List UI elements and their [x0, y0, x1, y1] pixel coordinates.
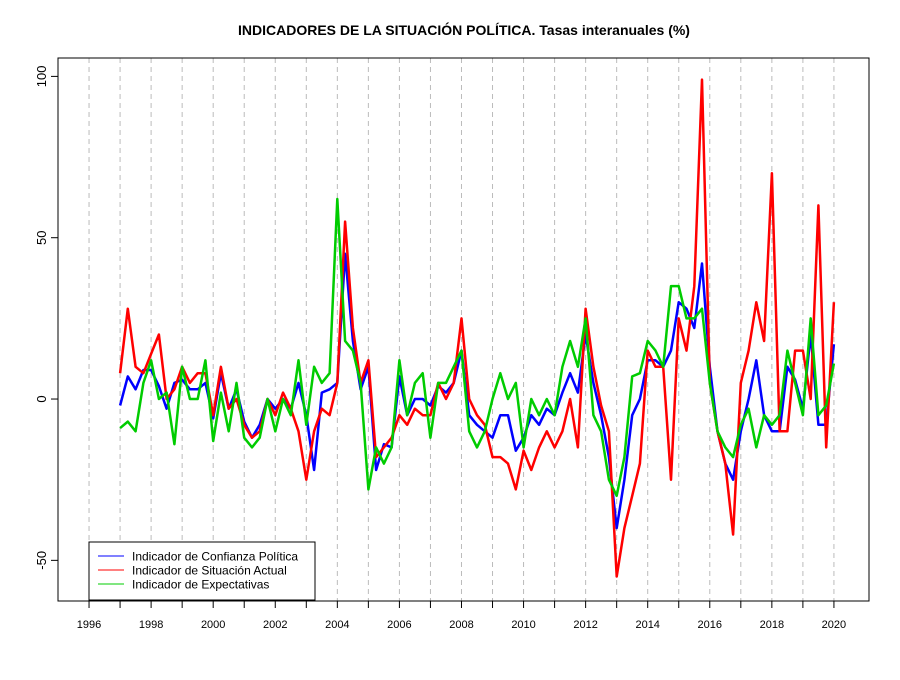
- legend-box: [88, 541, 316, 601]
- legend-label: Indicador de Situación Actual: [132, 564, 287, 578]
- x-tick-label: 2010: [511, 619, 535, 631]
- series-lines: [118, 78, 836, 578]
- x-tick-label: 2012: [573, 619, 597, 631]
- y-tick-label: -50: [34, 551, 49, 570]
- x-tick-label: 2002: [263, 619, 287, 631]
- chart-title: INDICADORES DE LA SITUACIÓN POLÍTICA. Ta…: [238, 21, 690, 38]
- series-line-2: [118, 78, 836, 578]
- x-tick-label: 2020: [822, 619, 846, 631]
- x-tick-label: 2016: [698, 619, 722, 631]
- x-tick-label: 1998: [139, 619, 163, 631]
- x-tick-label: 2008: [449, 619, 473, 631]
- legend: Indicador de Confianza PolíticaIndicador…: [88, 541, 316, 601]
- x-tick-label: 2014: [635, 619, 659, 631]
- x-tick-label: 2018: [760, 619, 784, 631]
- x-tick-label: 1996: [77, 619, 101, 631]
- y-tick-label: 100: [34, 66, 49, 88]
- axes: 1996 1998 2000 2002 2004 2006 2008 2010 2012 2014…: [34, 66, 846, 631]
- legend-label: Indicador de Confianza Política: [132, 550, 298, 564]
- legend-label: Indicador de Expectativas: [132, 578, 269, 592]
- series-line-3: [119, 197, 836, 498]
- y-tick-label: 50: [34, 230, 49, 244]
- x-tick-label: 2006: [387, 619, 411, 631]
- x-tick-label: 2000: [201, 619, 225, 631]
- x-tick-label: 2004: [325, 619, 349, 631]
- y-tick-label: 0: [34, 395, 49, 402]
